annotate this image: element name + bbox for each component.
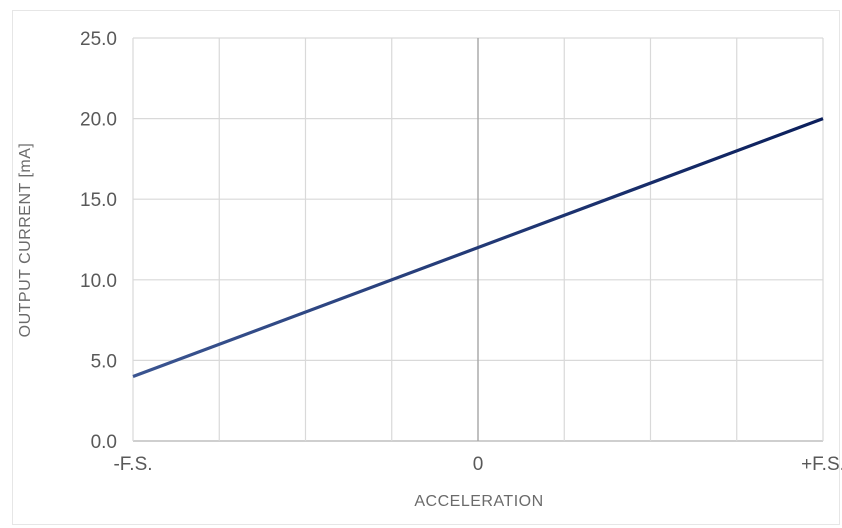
- y-tick-label: 5.0: [91, 351, 117, 372]
- y-tick-label: 20.0: [80, 110, 117, 131]
- series-layer: [132, 117, 824, 379]
- x-tick-label: +F.S.: [801, 454, 842, 475]
- y-tick-labels: 0.0 5.0 10.0 15.0 20.0 25.0: [80, 29, 117, 453]
- y-axis-title: OUTPUT CURRENT [mA]: [17, 143, 34, 338]
- y-tick-label: 0.0: [91, 432, 117, 453]
- y-tick-label: 25.0: [80, 29, 117, 50]
- y-tick-label: 10.0: [80, 271, 117, 292]
- x-tick-label: 0: [473, 454, 484, 475]
- grid: [132, 37, 824, 442]
- series-line: [132, 117, 824, 379]
- x-axis-title: ACCELERATION: [414, 493, 543, 510]
- x-tick-labels: -F.S. 0 +F.S.: [113, 454, 842, 475]
- y-tick-label: 15.0: [80, 190, 117, 211]
- x-tick-label: -F.S.: [113, 454, 152, 475]
